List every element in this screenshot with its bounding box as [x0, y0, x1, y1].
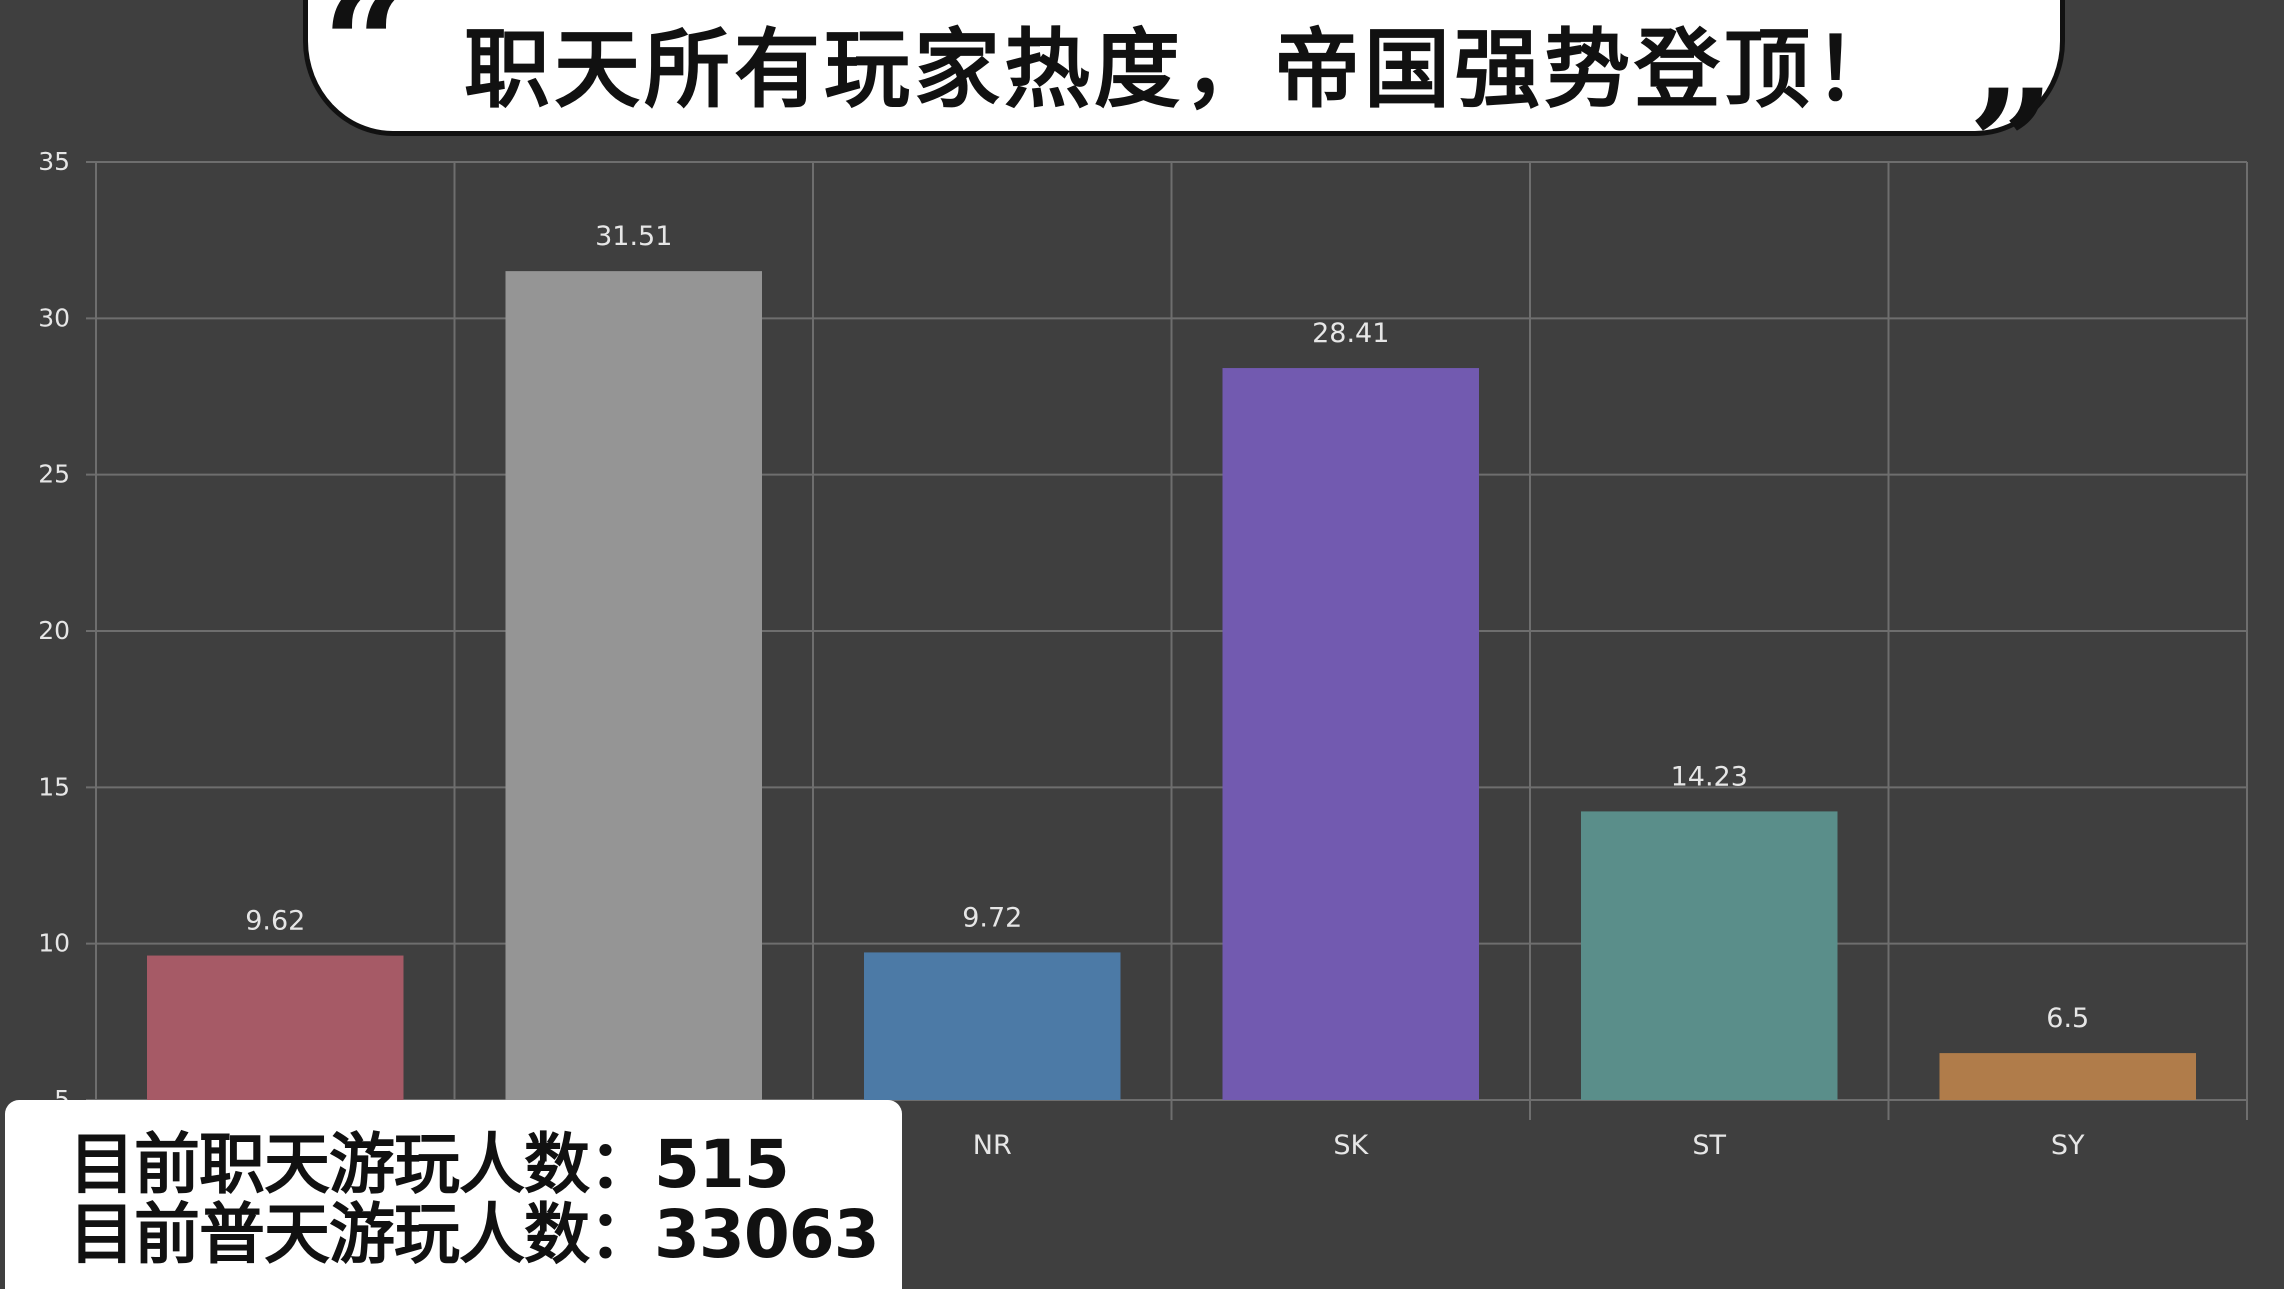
bar-value-label: 9.72 — [962, 902, 1022, 933]
player-count-box: 目前职天游玩人数：515 目前普天游玩人数：33063 — [5, 1100, 902, 1289]
bar — [505, 271, 762, 1100]
bar-value-label: 28.41 — [1312, 318, 1389, 349]
page-title: 职天所有玩家热度，帝国强势登顶！ — [464, 20, 1904, 120]
x-tick-label: SK — [1333, 1130, 1369, 1161]
bar — [864, 952, 1121, 1100]
bar — [1222, 368, 1479, 1100]
x-tick-label: NR — [973, 1130, 1012, 1161]
bar-value-label: 31.51 — [595, 221, 672, 252]
bar-value-label: 6.5 — [2046, 1003, 2089, 1034]
x-tick-label: SY — [2051, 1130, 2085, 1161]
y-tick-label: 30 — [38, 303, 70, 332]
title-banner: 职天所有玩家热度，帝国强势登顶！ — [303, 0, 2065, 136]
y-tick-label: 25 — [38, 460, 70, 489]
close-quote-mark: ” — [1968, 57, 2055, 233]
bar-value-label: 14.23 — [1671, 761, 1748, 792]
y-tick-label: 10 — [38, 929, 70, 958]
current-player-count-line-1: 目前职天游玩人数：515 — [69, 1126, 790, 1203]
bar — [147, 955, 404, 1100]
bar — [1581, 811, 1838, 1100]
current-player-count-line-2: 目前普天游玩人数：33063 — [69, 1196, 880, 1273]
open-quote-mark: “ — [322, 0, 409, 133]
y-tick-label: 15 — [38, 772, 70, 801]
y-tick-label: 35 — [38, 147, 70, 176]
y-tick-label: 20 — [38, 616, 70, 645]
x-tick-label: ST — [1692, 1130, 1726, 1161]
bar-value-label: 9.62 — [245, 906, 305, 937]
bar — [1939, 1053, 2196, 1100]
